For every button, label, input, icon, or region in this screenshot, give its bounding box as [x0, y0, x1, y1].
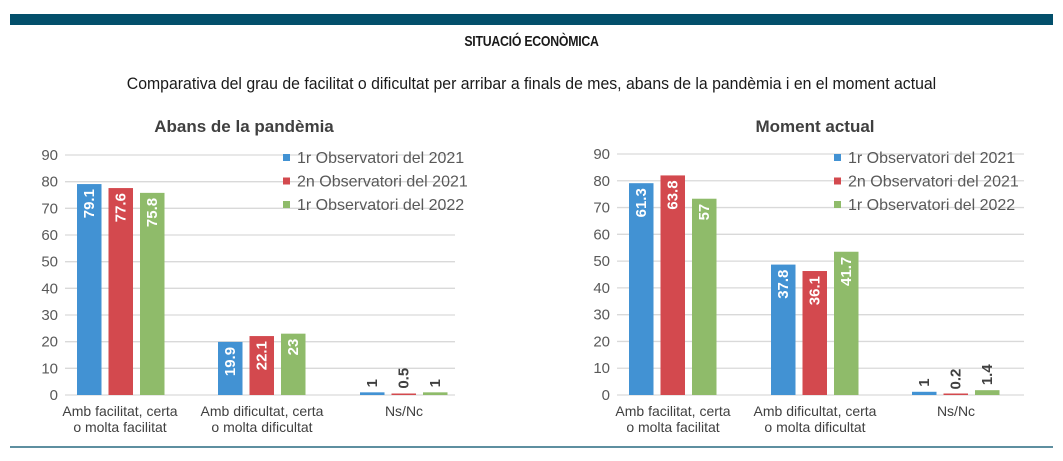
data-label: 41.7: [838, 257, 855, 286]
x-category-label: Amb facilitat, certa: [615, 403, 730, 419]
data-label: 1: [427, 379, 444, 387]
bar: [360, 392, 385, 395]
bar: [77, 184, 102, 395]
legend-label: 1r Observatori del 2021: [297, 150, 464, 167]
data-label: 79.1: [81, 189, 98, 218]
y-tick-label: 10: [593, 360, 610, 377]
y-tick-label: 70: [593, 200, 610, 217]
legend-label: 1r Observatori del 2021: [848, 150, 1015, 167]
y-tick-label: 20: [593, 333, 610, 350]
legend-swatch: [834, 154, 841, 161]
data-label: 37.8: [775, 270, 792, 299]
y-tick-label: 50: [593, 253, 610, 270]
data-label: 22.1: [254, 341, 271, 370]
chart-title: Moment actual: [755, 117, 874, 136]
data-label: 0.5: [396, 368, 413, 389]
y-tick-label: 50: [41, 254, 58, 271]
bar: [629, 183, 654, 395]
x-category-label: Ns/Nc: [385, 403, 423, 419]
bar: [281, 333, 306, 395]
header-band: [10, 14, 1053, 25]
data-label: 63.8: [665, 180, 682, 209]
x-category-label: Amb dificultat, certa: [754, 403, 877, 419]
legend-swatch: [283, 154, 290, 161]
data-label: 19.9: [222, 347, 239, 376]
data-label: 0.2: [948, 369, 965, 390]
bar: [660, 175, 685, 395]
x-category-label: o molta dificultat: [764, 419, 865, 435]
bar: [108, 188, 133, 395]
data-label: 1: [916, 378, 933, 386]
y-tick-label: 60: [593, 226, 610, 243]
bar: [943, 393, 968, 395]
x-category-label: Ns/Nc: [937, 403, 975, 419]
page-subtitle: Comparativa del grau de facilitat o difi…: [126, 74, 937, 93]
x-category-label: Amb dificultat, certa: [201, 403, 324, 419]
data-label: 1.4: [979, 364, 996, 386]
data-label: 1: [364, 379, 381, 387]
y-tick-label: 70: [41, 200, 58, 217]
bar: [692, 198, 717, 395]
y-tick-label: 20: [41, 334, 58, 351]
x-category-label: o molta dificultat: [211, 419, 312, 435]
y-tick-label: 30: [41, 307, 58, 324]
data-label: 57: [696, 204, 713, 221]
y-tick-label: 80: [593, 173, 610, 190]
legend-swatch: [283, 201, 290, 208]
chart-title: Abans de la pandèmia: [154, 117, 334, 136]
page-title: SITUACIÓ ECONÒMICA: [464, 33, 599, 50]
legend-swatch: [834, 201, 841, 208]
bar: [218, 341, 243, 395]
bar: [975, 390, 1000, 395]
data-label: 77.6: [113, 193, 130, 222]
bar: [391, 393, 416, 395]
bottom-rule: [10, 446, 1053, 448]
bar: [249, 336, 274, 395]
data-label: 36.1: [807, 276, 824, 305]
y-tick-label: 90: [593, 146, 610, 163]
x-category-label: Amb facilitat, certa: [62, 403, 177, 419]
y-tick-label: 0: [602, 387, 610, 404]
x-category-label: o molta facilitat: [626, 419, 719, 435]
y-tick-label: 80: [41, 174, 58, 191]
legend-swatch: [834, 177, 841, 185]
y-tick-label: 0: [50, 387, 58, 404]
data-label: 75.8: [144, 198, 161, 227]
y-tick-label: 40: [41, 280, 58, 297]
data-label: 23: [285, 339, 302, 356]
legend-label: 2n Observatori del 2021: [297, 174, 468, 191]
data-label: 61.3: [633, 188, 650, 217]
y-tick-label: 60: [41, 227, 58, 244]
y-tick-label: 10: [41, 360, 58, 377]
bar: [140, 192, 165, 395]
legend-label: 2n Observatori del 2021: [848, 174, 1019, 191]
legend-swatch: [283, 177, 290, 185]
bar: [834, 251, 859, 395]
bar: [771, 264, 796, 395]
y-tick-label: 30: [593, 307, 610, 324]
bar: [802, 271, 827, 395]
bar: [423, 392, 448, 395]
x-category-label: o molta facilitat: [73, 419, 166, 435]
y-tick-label: 40: [593, 280, 610, 297]
legend-label: 1r Observatori del 2022: [297, 197, 464, 214]
legend-label: 1r Observatori del 2022: [848, 197, 1015, 214]
y-tick-label: 90: [41, 147, 58, 164]
bar: [912, 391, 937, 395]
